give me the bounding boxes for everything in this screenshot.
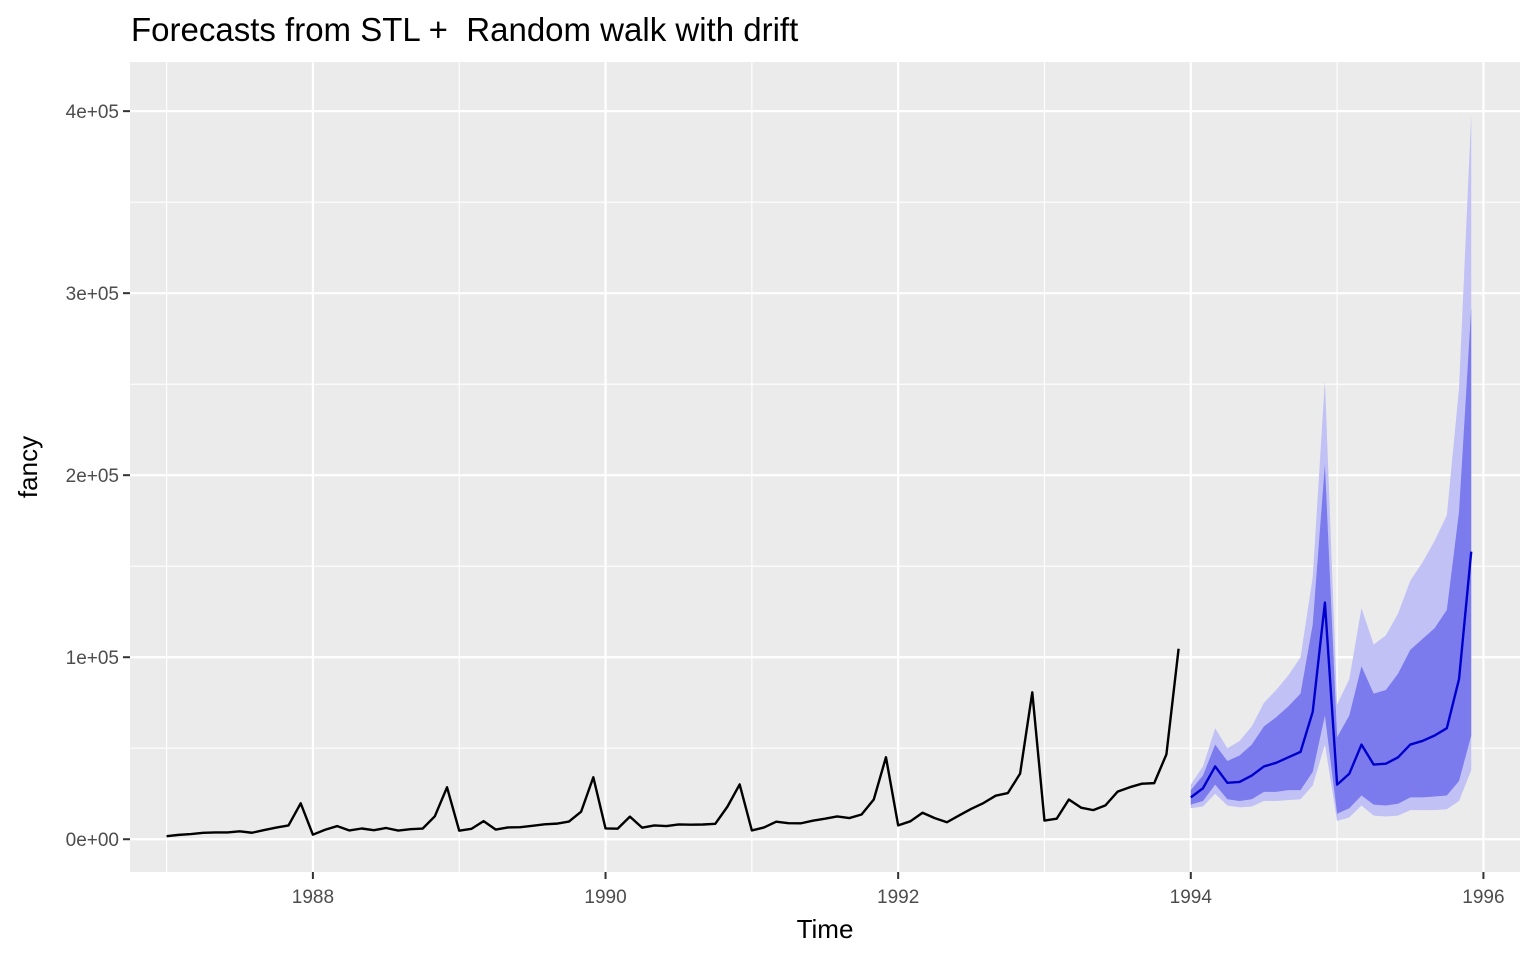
- observed-series-line: [166, 648, 1180, 838]
- chart-title: Forecasts from STL + Random walk with dr…: [131, 11, 799, 48]
- x-tick-label: 1996: [1462, 887, 1504, 908]
- series-layer: [166, 551, 1473, 838]
- x-tick-label: 1990: [584, 887, 626, 908]
- forecast-band-95: [1190, 114, 1472, 822]
- x-axis-title: Time: [797, 914, 854, 944]
- y-axis-ticks: 0e+00 1e+05 2e+05 3e+05 4e+05: [66, 102, 130, 851]
- x-tick-label: 1988: [292, 887, 334, 908]
- forecast-mean-line: [1190, 551, 1473, 799]
- forecast-band-80: [1190, 307, 1472, 814]
- y-tick-label: 3e+05: [66, 284, 119, 305]
- y-tick-label: 4e+05: [66, 102, 119, 123]
- y-tick-label: 2e+05: [66, 466, 119, 487]
- band-80-layer: [1190, 307, 1472, 814]
- y-axis-title: fancy: [13, 436, 43, 498]
- y-tick-label: 0e+00: [66, 830, 119, 851]
- y-tick-label: 1e+05: [66, 648, 119, 669]
- band-95-layer: [1190, 114, 1472, 822]
- grid-major: [130, 62, 1520, 872]
- x-tick-label: 1994: [1170, 887, 1213, 908]
- x-tick-label: 1992: [877, 887, 919, 908]
- x-axis-ticks: 1988 1990 1992 1994 1996: [292, 872, 1505, 908]
